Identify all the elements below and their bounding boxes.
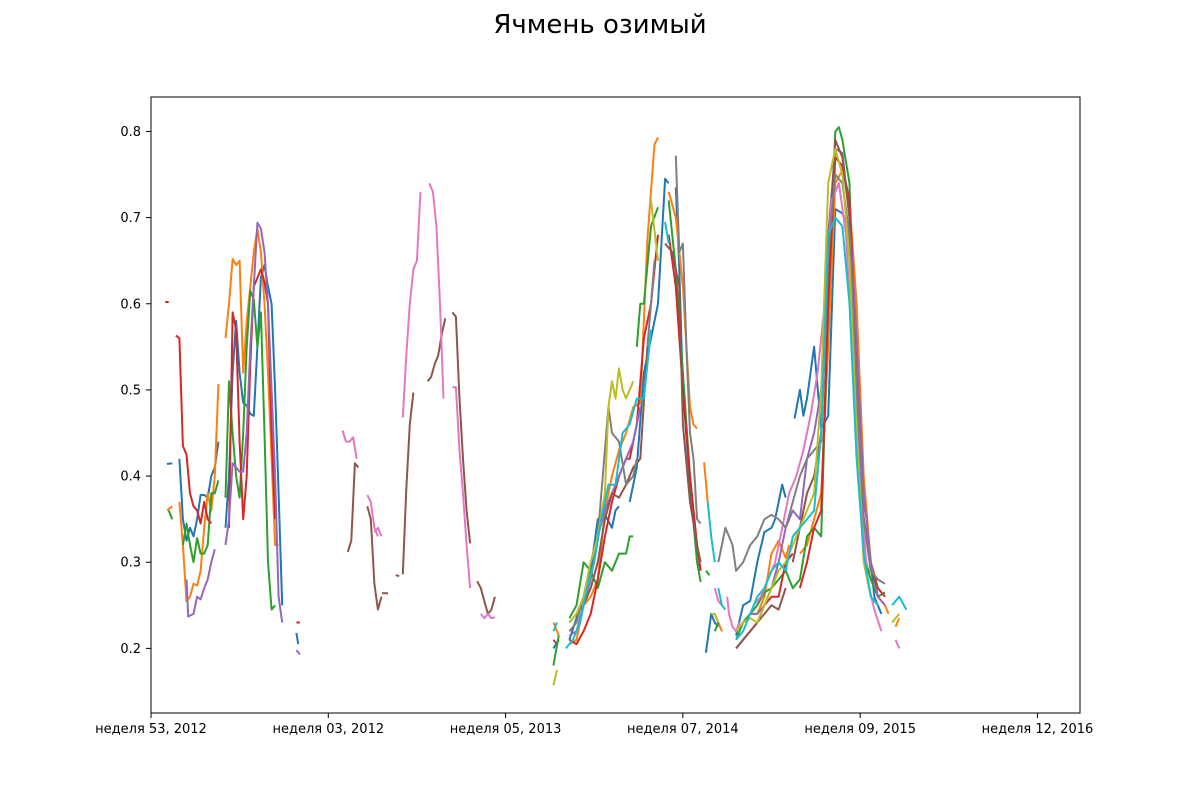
series-1-segment-3 xyxy=(224,264,284,606)
series-1-segment-2 xyxy=(178,441,220,542)
series-1-segment-10 xyxy=(735,483,787,636)
series-3-segment-10 xyxy=(735,126,886,641)
series-3-segment-5 xyxy=(568,535,634,619)
series-1-segment-4 xyxy=(295,632,300,645)
y-tick-label: 0.5 xyxy=(120,383,141,398)
series-2-segment-1 xyxy=(166,505,173,512)
series-3-segment-2 xyxy=(181,480,220,564)
series-8-segment-2 xyxy=(646,260,656,347)
series-7-segment-4 xyxy=(401,191,422,418)
series-5-segment-1 xyxy=(185,549,216,618)
series-8-segment-4 xyxy=(717,173,886,585)
series-6-segment-1 xyxy=(346,462,360,553)
series-10-segment-7 xyxy=(891,595,908,611)
y-tick-label: 0.8 xyxy=(120,125,141,140)
series-7-segment-5 xyxy=(428,182,445,399)
series-2-segment-7 xyxy=(703,462,709,502)
series-2-segment-4 xyxy=(552,622,560,636)
plot-lines xyxy=(165,126,908,686)
series-7-segment-10 xyxy=(753,182,883,632)
y-tick-label: 0.4 xyxy=(120,470,141,485)
series-10-segment-1 xyxy=(552,622,558,632)
y-tick-label: 0.7 xyxy=(120,211,141,226)
series-6-segment-5 xyxy=(401,392,415,575)
series-2-segment-2 xyxy=(178,383,220,602)
series-7-segment-6 xyxy=(452,386,472,589)
series-9-segment-6 xyxy=(891,613,900,624)
series-10-segment-5 xyxy=(717,587,727,611)
series-3-segment-9 xyxy=(713,622,720,632)
series-1-segment-1 xyxy=(166,462,173,465)
x-tick-label: неделя 05, 2013 xyxy=(450,722,562,737)
series-6-segment-9 xyxy=(552,639,558,645)
x-axis: неделя 53, 2012 неделя 03, 2012 неделя 05,… xyxy=(95,713,1093,737)
series-7-segment-3 xyxy=(373,526,383,537)
series-3-segment-1 xyxy=(167,510,174,520)
series-4-segment-2 xyxy=(175,334,213,525)
series-7-segment-11 xyxy=(894,639,901,649)
series-10-segment-4 xyxy=(706,501,716,563)
x-tick-label: неделя 53, 2012 xyxy=(95,722,207,737)
series-3-segment-4 xyxy=(552,635,560,666)
series-9-segment-1 xyxy=(552,669,558,686)
series-6-segment-8 xyxy=(476,580,496,615)
x-tick-label: неделя 09, 2015 xyxy=(804,722,916,737)
series-6-segment-4 xyxy=(395,574,400,577)
series-6-segment-7 xyxy=(451,311,472,544)
series-5-segment-3 xyxy=(295,649,301,656)
series-9-segment-2 xyxy=(568,367,635,624)
series-4-segment-8 xyxy=(798,156,886,598)
series-10-segment-2 xyxy=(565,329,652,650)
y-tick-label: 0.3 xyxy=(120,556,141,571)
series-10-segment-3 xyxy=(664,221,670,244)
series-9-segment-5 xyxy=(735,147,879,632)
series-9-segment-4 xyxy=(711,612,720,623)
series-3-segment-8 xyxy=(705,570,711,576)
series-8-segment-3 xyxy=(674,155,702,525)
y-tick-label: 0.2 xyxy=(120,642,141,657)
series-6-segment-6 xyxy=(426,318,447,382)
series-7-segment-1 xyxy=(341,430,358,459)
series-2-segment-11 xyxy=(894,617,901,628)
x-tick-label: неделя 07, 2014 xyxy=(627,722,739,737)
series-5-segment-2 xyxy=(224,221,284,623)
series-10-segment-6 xyxy=(735,216,879,641)
plot-frame xyxy=(150,96,1081,714)
series-7-segment-7 xyxy=(480,612,496,620)
series-9-segment-3 xyxy=(650,200,659,261)
series-7-segment-2 xyxy=(366,494,379,537)
series-2-segment-3 xyxy=(224,227,279,546)
series-6-segment-2 xyxy=(366,505,383,611)
series-7-segment-9 xyxy=(726,596,741,633)
y-tick-label: 0.6 xyxy=(120,297,141,312)
x-tick-label: неделя 12, 2016 xyxy=(982,722,1094,737)
x-tick-label: неделя 03, 2012 xyxy=(272,722,384,737)
series-3-segment-3 xyxy=(224,289,276,611)
chart-title: Ячмень озимый xyxy=(493,10,707,40)
series-4-segment-5 xyxy=(568,234,659,646)
series-6-segment-12 xyxy=(735,587,787,650)
y-axis: 0.2 0.3 0.4 0.5 0.6 0.7 0.8 xyxy=(120,125,151,657)
series-6-segment-11 xyxy=(664,242,702,563)
